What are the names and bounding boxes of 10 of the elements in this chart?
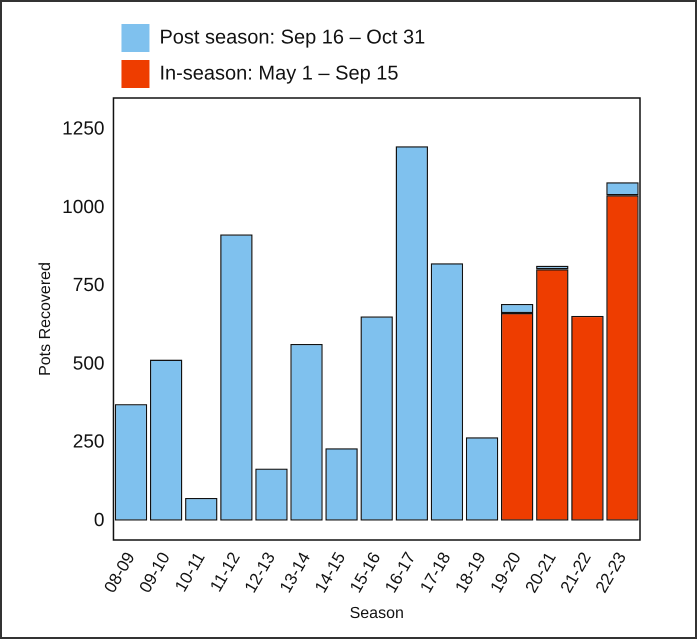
y-tick-label: 0 <box>94 510 104 531</box>
legend-label: Post season: Sep 16 – Oct 31 <box>159 26 426 49</box>
x-axis-title: Season <box>350 604 404 622</box>
y-tick-label: 1250 <box>62 118 104 140</box>
y-tick-label: 250 <box>72 432 104 453</box>
legend-label: In-season: May 1 – Sep 15 <box>159 62 399 85</box>
y-tick-label: 1000 <box>62 196 104 218</box>
y-tick-label: 750 <box>72 275 104 296</box>
y-axis-title: Pots Recovered <box>37 262 54 376</box>
y-tick-label: 500 <box>72 353 104 374</box>
